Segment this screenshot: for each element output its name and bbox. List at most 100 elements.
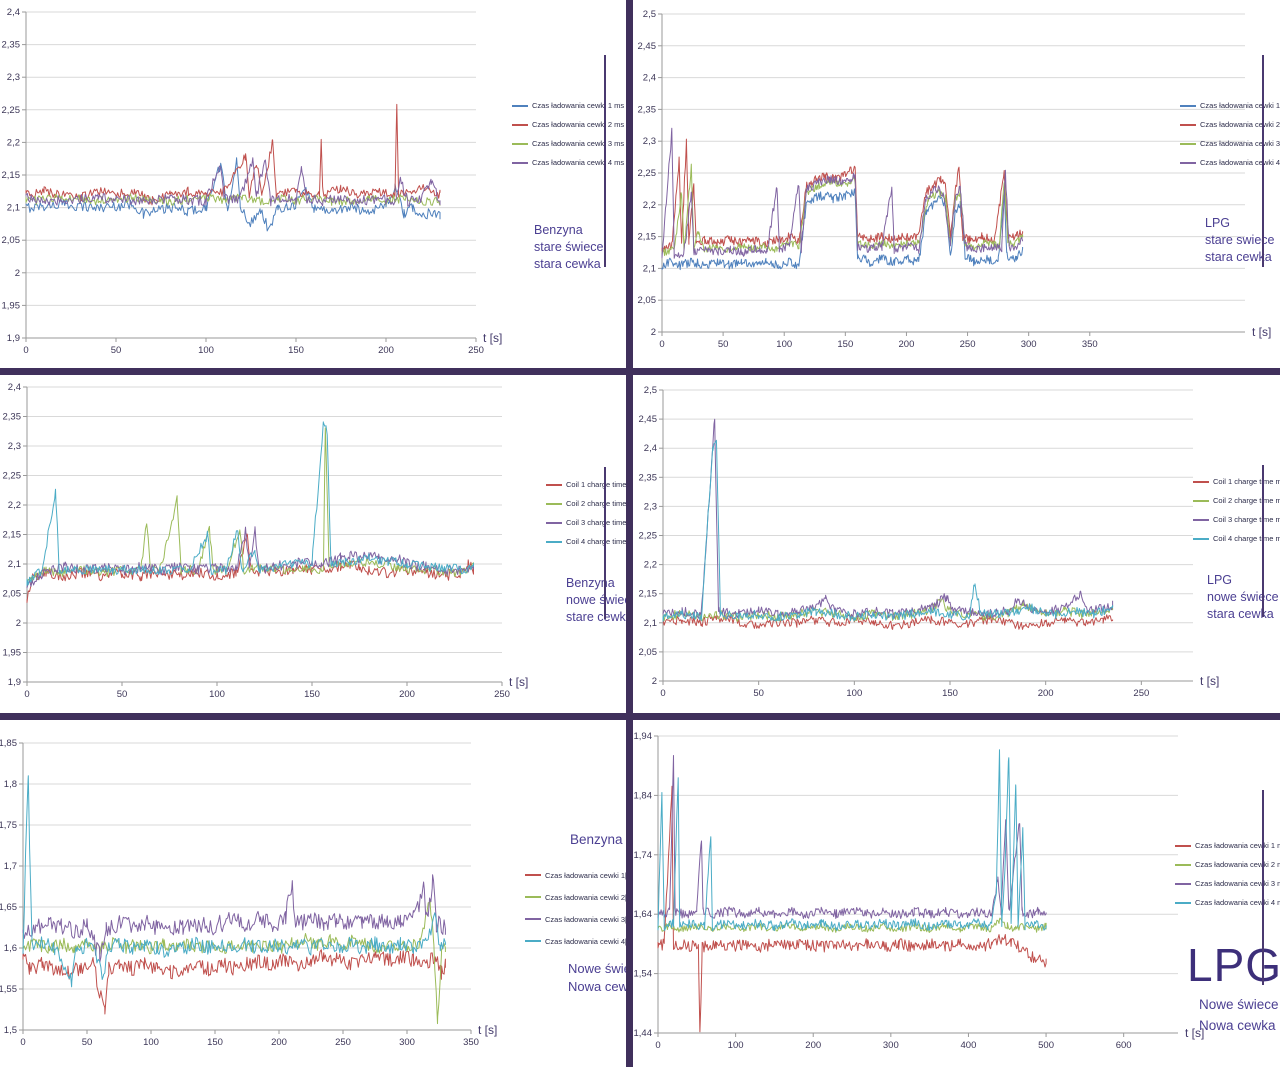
chart-canvas: 1,9 1,95 2 2,05 2,1 2,15 2,2 2,25 2,3 2,35 2,4 0 50 1… [2, 7, 503, 356]
svg-text:2: 2 [651, 327, 656, 338]
series-line-3 [22, 874, 446, 963]
legend-label: Czas ładowania cewki 4[ms] [545, 936, 627, 946]
panel-lpg-nowe-swiece-stara-cewka: 2 2,05 2,1 2,15 2,2 2,25 2,3 2,35 2,4 2,45 2,5 0 50 1… [633, 375, 1280, 714]
panel-border-line [1262, 790, 1264, 985]
fuel-type-label: LPG [1187, 939, 1280, 991]
legend-line-swatch [525, 896, 541, 898]
svg-text:250: 250 [335, 1037, 351, 1048]
panel-benzyna-stare-swiece-stara-cewka: 1,9 1,95 2 2,05 2,1 2,15 2,2 2,25 2,3 2,35 2,4 0 50 1… [0, 0, 627, 369]
legend-item: Coil 2 charge time ms [546, 494, 627, 513]
legend-label: Czas ładowania cewki 2 ms [1200, 120, 1280, 129]
grid-divider-horizontal-2 [0, 713, 1280, 720]
legend-line-swatch [1175, 863, 1191, 866]
svg-text:2,4: 2,4 [644, 443, 657, 454]
svg-text:350: 350 [463, 1037, 479, 1048]
chart-annotation: Benzyna stare świece stara cewka [534, 223, 604, 271]
legend-label: Coil 4 charge time ms [566, 537, 627, 546]
series-line-1 [662, 614, 1114, 630]
series-line-1 [22, 949, 446, 1015]
svg-text:150: 150 [304, 689, 320, 700]
legend-item: Czas ładowania cewki 2[ms] [525, 886, 627, 908]
svg-text:2,15: 2,15 [639, 589, 658, 600]
svg-text:2: 2 [16, 618, 21, 629]
svg-text:2,1: 2,1 [7, 203, 20, 214]
legend-item: Czas ładowania cewki 3 ms [512, 134, 624, 153]
legend-label: Czas ładowania cewki 3 ms [1195, 879, 1280, 888]
svg-text:2,05: 2,05 [638, 295, 657, 306]
svg-text:100: 100 [776, 339, 792, 350]
svg-text:2,2: 2,2 [7, 137, 20, 148]
svg-text:2,05: 2,05 [3, 589, 22, 600]
panel-benzyna-nowe-swiece-nowa-cewka: 1,5 1,55 1,6 1,65 1,7 1,75 1,8 1,85 0 50 100 150 200… [0, 720, 627, 1067]
svg-text:2,15: 2,15 [2, 170, 21, 181]
svg-text:250: 250 [494, 689, 510, 700]
panel-lpg-nowe-swiece-nowa-cewka: 1,44 1,54 1,64 1,74 1,84 1,94 0 100 200 300 400 500… [633, 720, 1280, 1067]
chart-canvas: 1,9 1,95 2 2,05 2,1 2,15 2,2 2,25 2,3 2,35 2,4 0 50 1… [3, 382, 529, 700]
legend-line-swatch [1193, 537, 1209, 540]
svg-text:1,5: 1,5 [4, 1025, 17, 1036]
svg-text:2,4: 2,4 [8, 382, 21, 393]
chart-annotation: Benzyna [570, 832, 623, 847]
svg-text:300: 300 [883, 1040, 899, 1051]
svg-text:2,05: 2,05 [2, 235, 21, 246]
series-line-4 [25, 157, 441, 207]
legend-label: Coil 1 charge time ms [1213, 477, 1280, 486]
series-line-2 [26, 427, 474, 584]
legend-item: Czas ładowania cewki 4 ms [512, 153, 624, 172]
svg-text:150: 150 [288, 345, 304, 356]
svg-text:200: 200 [271, 1037, 287, 1048]
legend-label: Coil 1 charge time ms [566, 480, 627, 489]
svg-text:2,1: 2,1 [643, 263, 656, 274]
panel-border-line [1262, 55, 1264, 267]
legend-line-swatch [525, 874, 541, 876]
legend-label: Czas ładowania cewki 4 ms [532, 158, 625, 167]
legend-item: Czas ładowania cewki 4 ms [1175, 893, 1280, 912]
legend-item: Coil 2 charge time ms [1193, 491, 1280, 510]
series-line-1 [657, 785, 1047, 1033]
svg-text:150: 150 [942, 688, 958, 699]
legend-label: Czas ładowania cewki 1 ms [1195, 841, 1280, 850]
svg-text:2,3: 2,3 [7, 72, 20, 83]
svg-text:1,65: 1,65 [0, 902, 17, 913]
legend-line-swatch [1180, 161, 1196, 164]
series-line-3 [25, 193, 441, 206]
legend-item: Czas ładowania cewki 3 ms [1180, 134, 1280, 153]
legend-line-swatch [512, 161, 528, 164]
legend-line-swatch [512, 104, 528, 107]
svg-text:2,2: 2,2 [8, 500, 21, 511]
svg-text:2,35: 2,35 [3, 412, 22, 423]
legend-label: Czas ładowania cewki 3 ms [1200, 139, 1280, 148]
legend-line-swatch [1193, 518, 1209, 521]
series-line-4 [657, 749, 1047, 932]
legend-item: Czas ładowania cewki 3 ms [1175, 874, 1280, 893]
svg-text:2,5: 2,5 [643, 9, 656, 20]
svg-text:2,4: 2,4 [7, 7, 20, 18]
svg-text:250: 250 [468, 345, 484, 356]
legend-label: Czas ładowania cewki 1[ms] [545, 870, 627, 880]
svg-text:2,2: 2,2 [644, 560, 657, 571]
legend-label: Coil 4 charge time ms [1213, 534, 1280, 543]
svg-text:1,7: 1,7 [4, 861, 17, 872]
legend: Coil 1 charge time ms Coil 2 charge time … [546, 475, 627, 551]
legend-item: Czas ładowania cewki 1 ms [1180, 96, 1280, 115]
svg-text:200: 200 [899, 339, 915, 350]
svg-text:1,95: 1,95 [2, 300, 21, 311]
svg-text:0: 0 [655, 1040, 660, 1051]
legend-line-swatch [1175, 844, 1191, 847]
svg-text:100: 100 [198, 345, 214, 356]
svg-text:500: 500 [1038, 1040, 1054, 1051]
chart-canvas: 2 2,05 2,1 2,15 2,2 2,25 2,3 2,35 2,4 2,45 2,5 0 50 1… [638, 9, 1272, 350]
legend-line-swatch [1180, 123, 1196, 126]
legend-label: Czas ładowania cewki 3 ms [532, 139, 625, 148]
chart-canvas: 1,44 1,54 1,64 1,74 1,84 1,94 0 100 200 300 400 500… [634, 731, 1205, 1051]
series-line-3 [662, 418, 1114, 619]
legend-item: Coil 3 charge time ms [546, 513, 627, 532]
legend-label: Czas ładowania cewki 1 ms [1200, 101, 1280, 110]
series-line-4 [26, 421, 474, 587]
legend-label: Czas ładowania cewki 2[ms] [545, 892, 627, 902]
legend-line-swatch [1193, 499, 1209, 502]
svg-text:1,84: 1,84 [634, 790, 653, 801]
svg-text:100: 100 [143, 1037, 159, 1048]
svg-text:1,94: 1,94 [634, 731, 653, 742]
